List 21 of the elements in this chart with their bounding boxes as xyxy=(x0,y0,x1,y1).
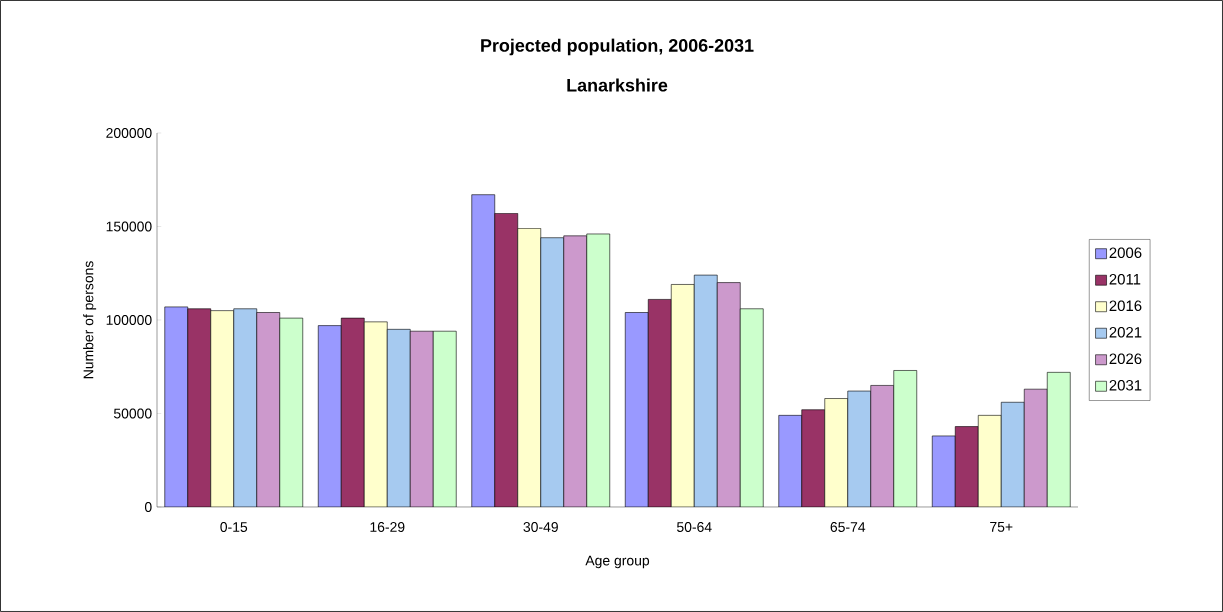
legend-label: 2011 xyxy=(1109,273,1141,285)
x-tick-label: 75+ xyxy=(990,522,1013,532)
x-tick-label: 65-74 xyxy=(830,522,866,532)
legend-label: 2026 xyxy=(1109,353,1142,365)
y-tick-label: 0 xyxy=(144,502,152,512)
x-tick-label: 16-29 xyxy=(370,522,405,532)
y-axis-title: Number of persons xyxy=(83,261,97,379)
y-tick-label: 150000 xyxy=(106,221,152,232)
legend-label: 2031 xyxy=(1109,380,1142,391)
legend-label: 2021 xyxy=(1109,326,1142,338)
y-tick-label: 100000 xyxy=(106,315,152,325)
x-tick-label: 0-15 xyxy=(220,522,248,532)
legend-label: 2016 xyxy=(1109,300,1142,312)
x-tick-label: 30-49 xyxy=(523,522,558,532)
y-tick-label: 200000 xyxy=(106,128,152,138)
y-tick-label: 50000 xyxy=(113,408,152,419)
legend-label: 2006 xyxy=(1109,247,1142,259)
chart-subtitle: Lanarkshire xyxy=(567,78,668,92)
x-axis-title: Age group xyxy=(585,555,650,569)
chart-title: Projected population, 2006-2031 xyxy=(481,38,754,56)
x-tick-label: 50-64 xyxy=(676,522,712,532)
